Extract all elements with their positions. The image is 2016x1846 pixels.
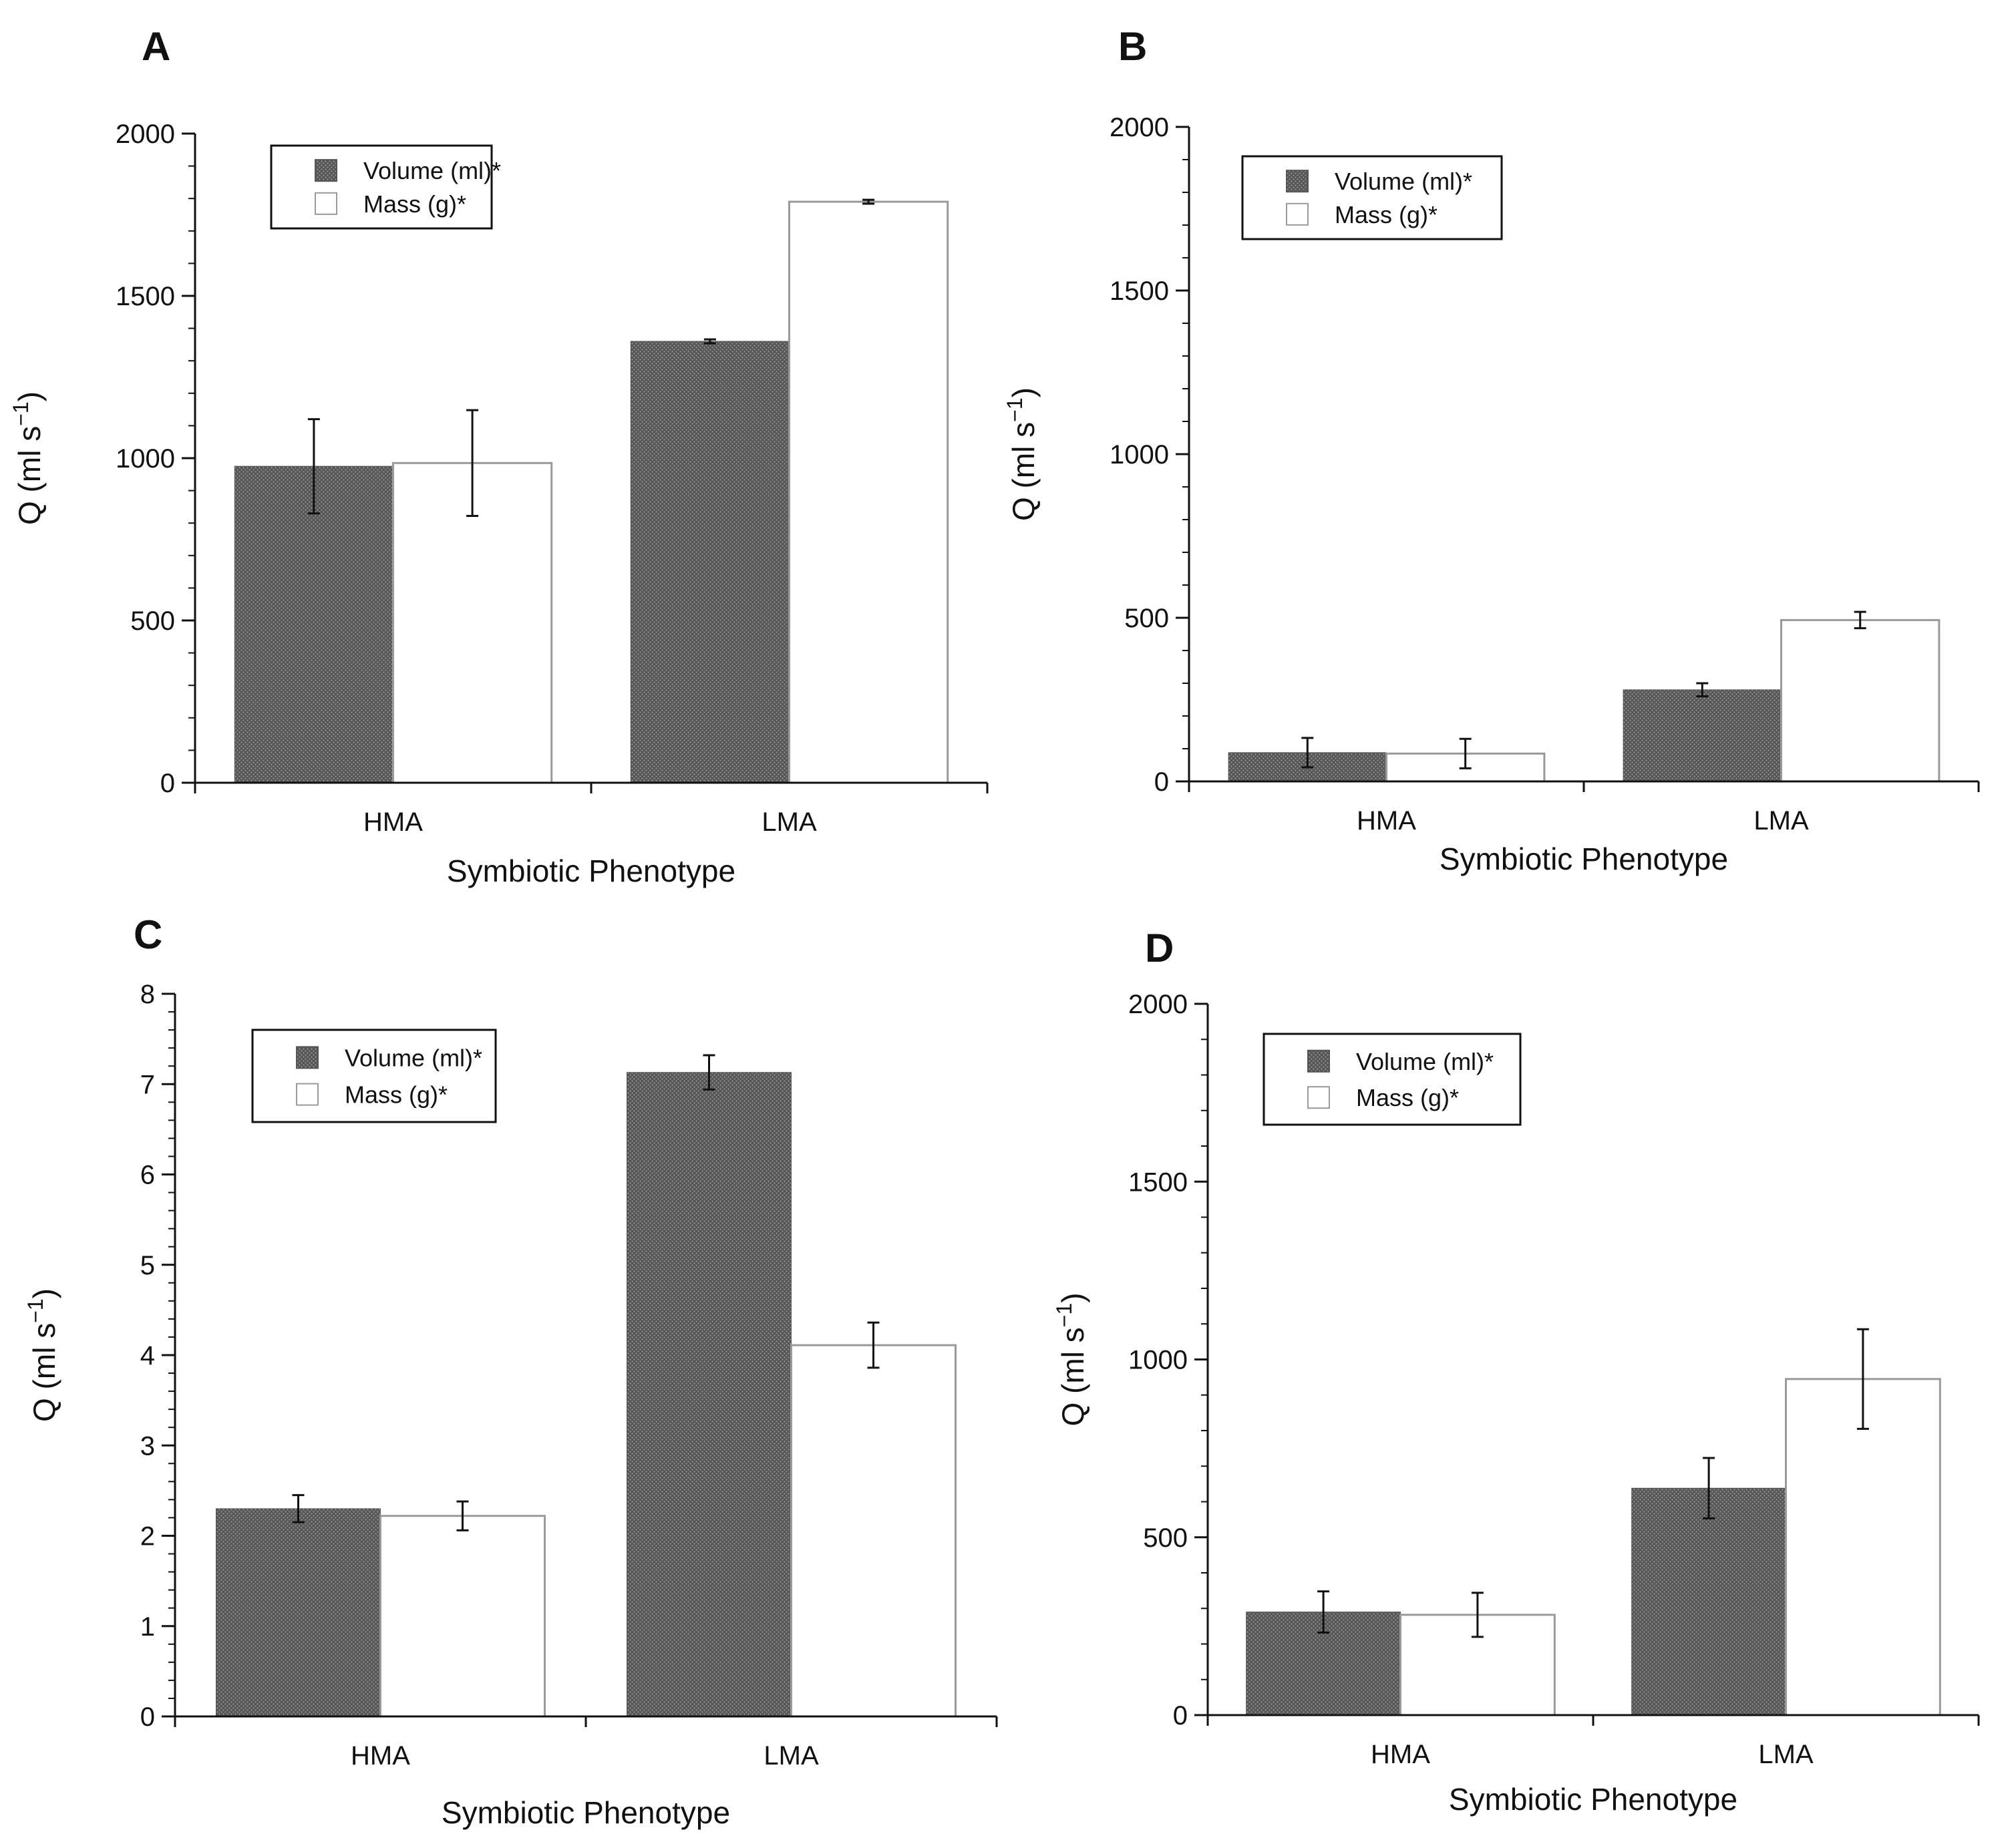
error-bar-volume-lma — [1696, 682, 1709, 698]
legend-label: Mass (g)* — [1356, 1084, 1459, 1111]
y-tick-label: 3 — [140, 1431, 155, 1461]
x-tick-label: HMA — [363, 807, 423, 837]
y-tick-label: 1000 — [1110, 440, 1169, 470]
error-bar-mass-hma — [1459, 737, 1472, 769]
y-tick-label: 4 — [140, 1341, 155, 1370]
x-tick-label: HMA — [351, 1741, 410, 1771]
panel-label: D — [1145, 926, 1174, 970]
panel-label: A — [142, 24, 170, 69]
y-tick-label: 2000 — [1110, 113, 1169, 142]
panel-label: B — [1118, 24, 1147, 69]
bar-volume-lma — [630, 341, 790, 783]
legend-label: Volume (ml)* — [345, 1044, 482, 1071]
y-axis-title: Q (ml s−1) — [23, 1288, 61, 1422]
bar-volume-hma — [216, 1508, 381, 1717]
y-tick-label: 8 — [140, 980, 155, 1009]
chart-panel-b: B HMA LMA 0 500 1000 1500 2000 Q (ml s−1) Symbiot… — [1003, 24, 1980, 876]
y-axis-title: Q (ml s−1) — [9, 391, 47, 525]
legend: Volume (ml)* Mass (g)* — [251, 1029, 497, 1123]
x-tick-label: LMA — [762, 807, 817, 837]
error-bar-volume-lma — [703, 1054, 715, 1091]
legend-swatch-mass — [315, 192, 337, 215]
y-tick-label: 1500 — [1128, 1167, 1188, 1197]
chart-panel-a: A HMA LMA 0 500 1000 1500 2000 Q (ml s−1) Symbiot… — [9, 24, 989, 888]
bar-volume-lma — [1631, 1487, 1786, 1716]
x-axis-title: Symbiotic Phenotype — [1440, 842, 1728, 876]
y-tick-label: 6 — [140, 1161, 155, 1190]
error-bar-volume-hma — [307, 418, 320, 515]
legend: Volume (ml)* Mass (g)* — [1241, 155, 1503, 240]
x-tick-label: HMA — [1371, 1740, 1430, 1769]
y-tick-label: 1 — [140, 1612, 155, 1642]
x-axis-title: Symbiotic Phenotype — [447, 854, 735, 888]
y-tick-label: 500 — [130, 606, 175, 636]
y-tick-label: 1000 — [1128, 1346, 1188, 1375]
error-bar-volume-lma — [703, 338, 716, 345]
y-axis-title: Q (ml s−1) — [1052, 1292, 1090, 1426]
legend-label: Volume (ml)* — [363, 157, 501, 184]
legend-swatch-volume — [315, 159, 337, 182]
error-bar-mass-lma — [1856, 1328, 1869, 1430]
bar-volume-hma — [234, 466, 393, 783]
bar-volume-lma — [627, 1072, 792, 1717]
x-tick-label: LMA — [764, 1741, 819, 1771]
y-tick-label: 1500 — [1110, 276, 1169, 306]
error-bar-mass-hma — [466, 409, 479, 518]
panel-label: C — [134, 912, 162, 957]
bar-mass-hma — [379, 1515, 546, 1718]
y-tick-label: 500 — [1143, 1523, 1188, 1553]
y-tick-label: 0 — [160, 769, 175, 798]
legend-label: Mass (g)* — [345, 1081, 448, 1109]
bar-mass-lma — [1780, 618, 1941, 783]
error-bar-volume-hma — [1317, 1590, 1330, 1634]
legend: Volume (ml)* Mass (g)* — [270, 144, 501, 230]
y-tick-label: 2 — [140, 1522, 155, 1551]
legend-swatch-volume — [1286, 170, 1309, 193]
error-bar-mass-lma — [862, 198, 875, 205]
error-bar-volume-hma — [1301, 737, 1314, 769]
bar-mass-lma — [790, 1344, 957, 1718]
x-axis-title: Symbiotic Phenotype — [442, 1795, 730, 1830]
error-bar-mass-hma — [456, 1500, 469, 1531]
y-tick-label: 2000 — [1128, 990, 1188, 1019]
y-tick-label: 1000 — [116, 444, 175, 474]
legend-label: Volume (ml)* — [1356, 1048, 1494, 1075]
x-tick-label: LMA — [1758, 1740, 1814, 1769]
legend-swatch-mass — [1307, 1086, 1330, 1109]
chart-panel-c: C HMA LMA 0 1 2 3 4 5 6 7 8 Q (ml s−1) Symbiotic Phen… — [23, 912, 998, 1830]
y-tick-label: 1500 — [116, 282, 175, 311]
y-tick-label: 2000 — [116, 120, 175, 149]
legend-swatch-mass — [1286, 202, 1309, 226]
legend-swatch-volume — [296, 1046, 319, 1069]
x-tick-label: LMA — [1753, 806, 1809, 836]
bar-mass-lma — [788, 200, 949, 784]
legend-swatch-mass — [296, 1083, 319, 1106]
y-tick-label: 500 — [1124, 604, 1169, 633]
error-bar-volume-lma — [1703, 1457, 1715, 1520]
error-bar-mass-lma — [867, 1321, 880, 1369]
error-bar-mass-lma — [1854, 610, 1866, 630]
legend-swatch-volume — [1307, 1049, 1330, 1073]
error-bar-mass-hma — [1471, 1592, 1484, 1638]
y-tick-label: 0 — [140, 1702, 155, 1732]
y-tick-label: 0 — [1173, 1701, 1188, 1730]
x-tick-label: HMA — [1357, 806, 1416, 836]
chart-panel-d: D HMA LMA 0 500 1000 1500 2000 Q (ml s−1) Symbiot… — [1052, 926, 1980, 1817]
legend-label: Mass (g)* — [363, 190, 466, 218]
y-tick-label: 7 — [140, 1070, 155, 1099]
error-bar-volume-hma — [292, 1494, 305, 1523]
bar-volume-lma — [1623, 689, 1782, 782]
legend-label: Mass (g)* — [1335, 201, 1438, 228]
y-tick-label: 5 — [140, 1251, 155, 1280]
y-tick-label: 0 — [1154, 767, 1169, 797]
x-axis-title: Symbiotic Phenotype — [1449, 1782, 1737, 1817]
y-axis-title: Q (ml s−1) — [1003, 387, 1041, 521]
legend-label: Volume (ml)* — [1335, 168, 1472, 195]
legend: Volume (ml)* Mass (g)* — [1263, 1033, 1522, 1126]
